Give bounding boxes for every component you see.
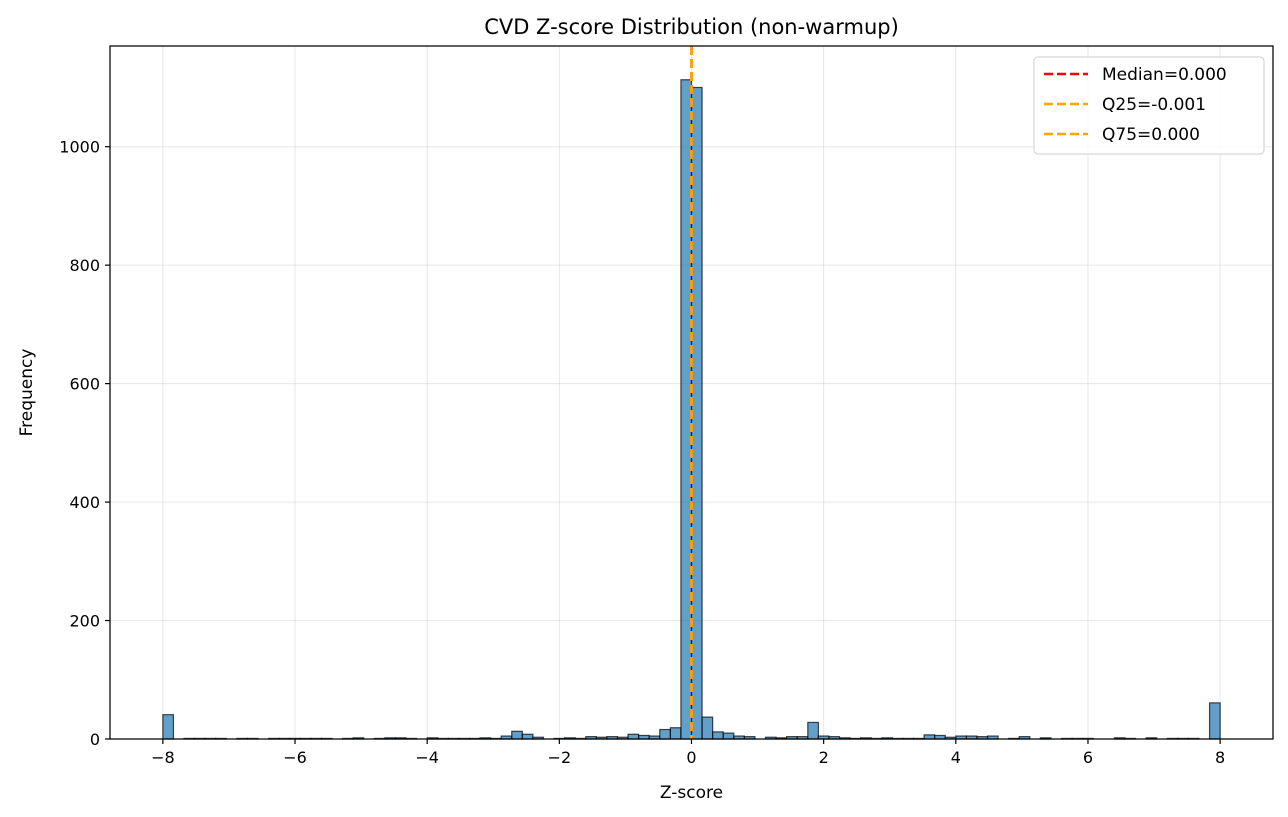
x-tick-label: 4 <box>951 748 961 767</box>
histogram-bar <box>669 727 682 740</box>
legend-box <box>1033 56 1265 155</box>
histogram-bar <box>659 728 671 740</box>
histogram-bar <box>701 716 714 740</box>
histogram-bar <box>712 731 724 740</box>
x-tick-label: −6 <box>283 748 307 767</box>
y-tick-label: 200 <box>69 612 100 631</box>
y-tick-label: 0 <box>90 730 100 749</box>
y-tick-label: 800 <box>69 256 100 275</box>
histogram-bar <box>511 730 523 740</box>
legend: Median=0.000 Q25=-0.001 Q75=0.000 <box>1033 56 1265 155</box>
y-axis-ticks: 0 200 400 600 800 1000 <box>59 138 110 749</box>
legend-label: Q25=-0.001 <box>1102 95 1206 115</box>
y-tick-label: 400 <box>69 493 100 512</box>
x-tick-label: 0 <box>686 748 696 767</box>
chart-title: CVD Z-score Distribution (non-warmup) <box>484 15 899 39</box>
y-axis-title: Frequency <box>17 349 37 437</box>
histogram-bar <box>722 732 735 740</box>
histogram-bar <box>680 79 693 740</box>
histogram-bar <box>627 733 640 740</box>
x-tick-label: −4 <box>415 748 439 767</box>
x-tick-label: −2 <box>548 748 572 767</box>
legend-label: Median=0.000 <box>1102 65 1227 85</box>
x-tick-label: −8 <box>151 748 175 767</box>
histogram-bar <box>1208 702 1221 740</box>
x-tick-label: 2 <box>819 748 829 767</box>
y-tick-label: 1000 <box>59 138 100 157</box>
histogram-bar <box>690 86 703 740</box>
y-tick-label: 600 <box>69 375 100 394</box>
x-tick-label: 6 <box>1083 748 1093 767</box>
histogram-bar <box>162 714 175 740</box>
x-axis-title: Z-score <box>660 783 723 803</box>
x-tick-label: 8 <box>1215 748 1225 767</box>
legend-label: Q75=0.000 <box>1102 125 1200 145</box>
histogram-bar <box>521 733 534 740</box>
x-axis-ticks: −8 −6 −4 −2 0 2 4 6 8 <box>151 739 1225 767</box>
histogram-bar <box>807 721 819 740</box>
